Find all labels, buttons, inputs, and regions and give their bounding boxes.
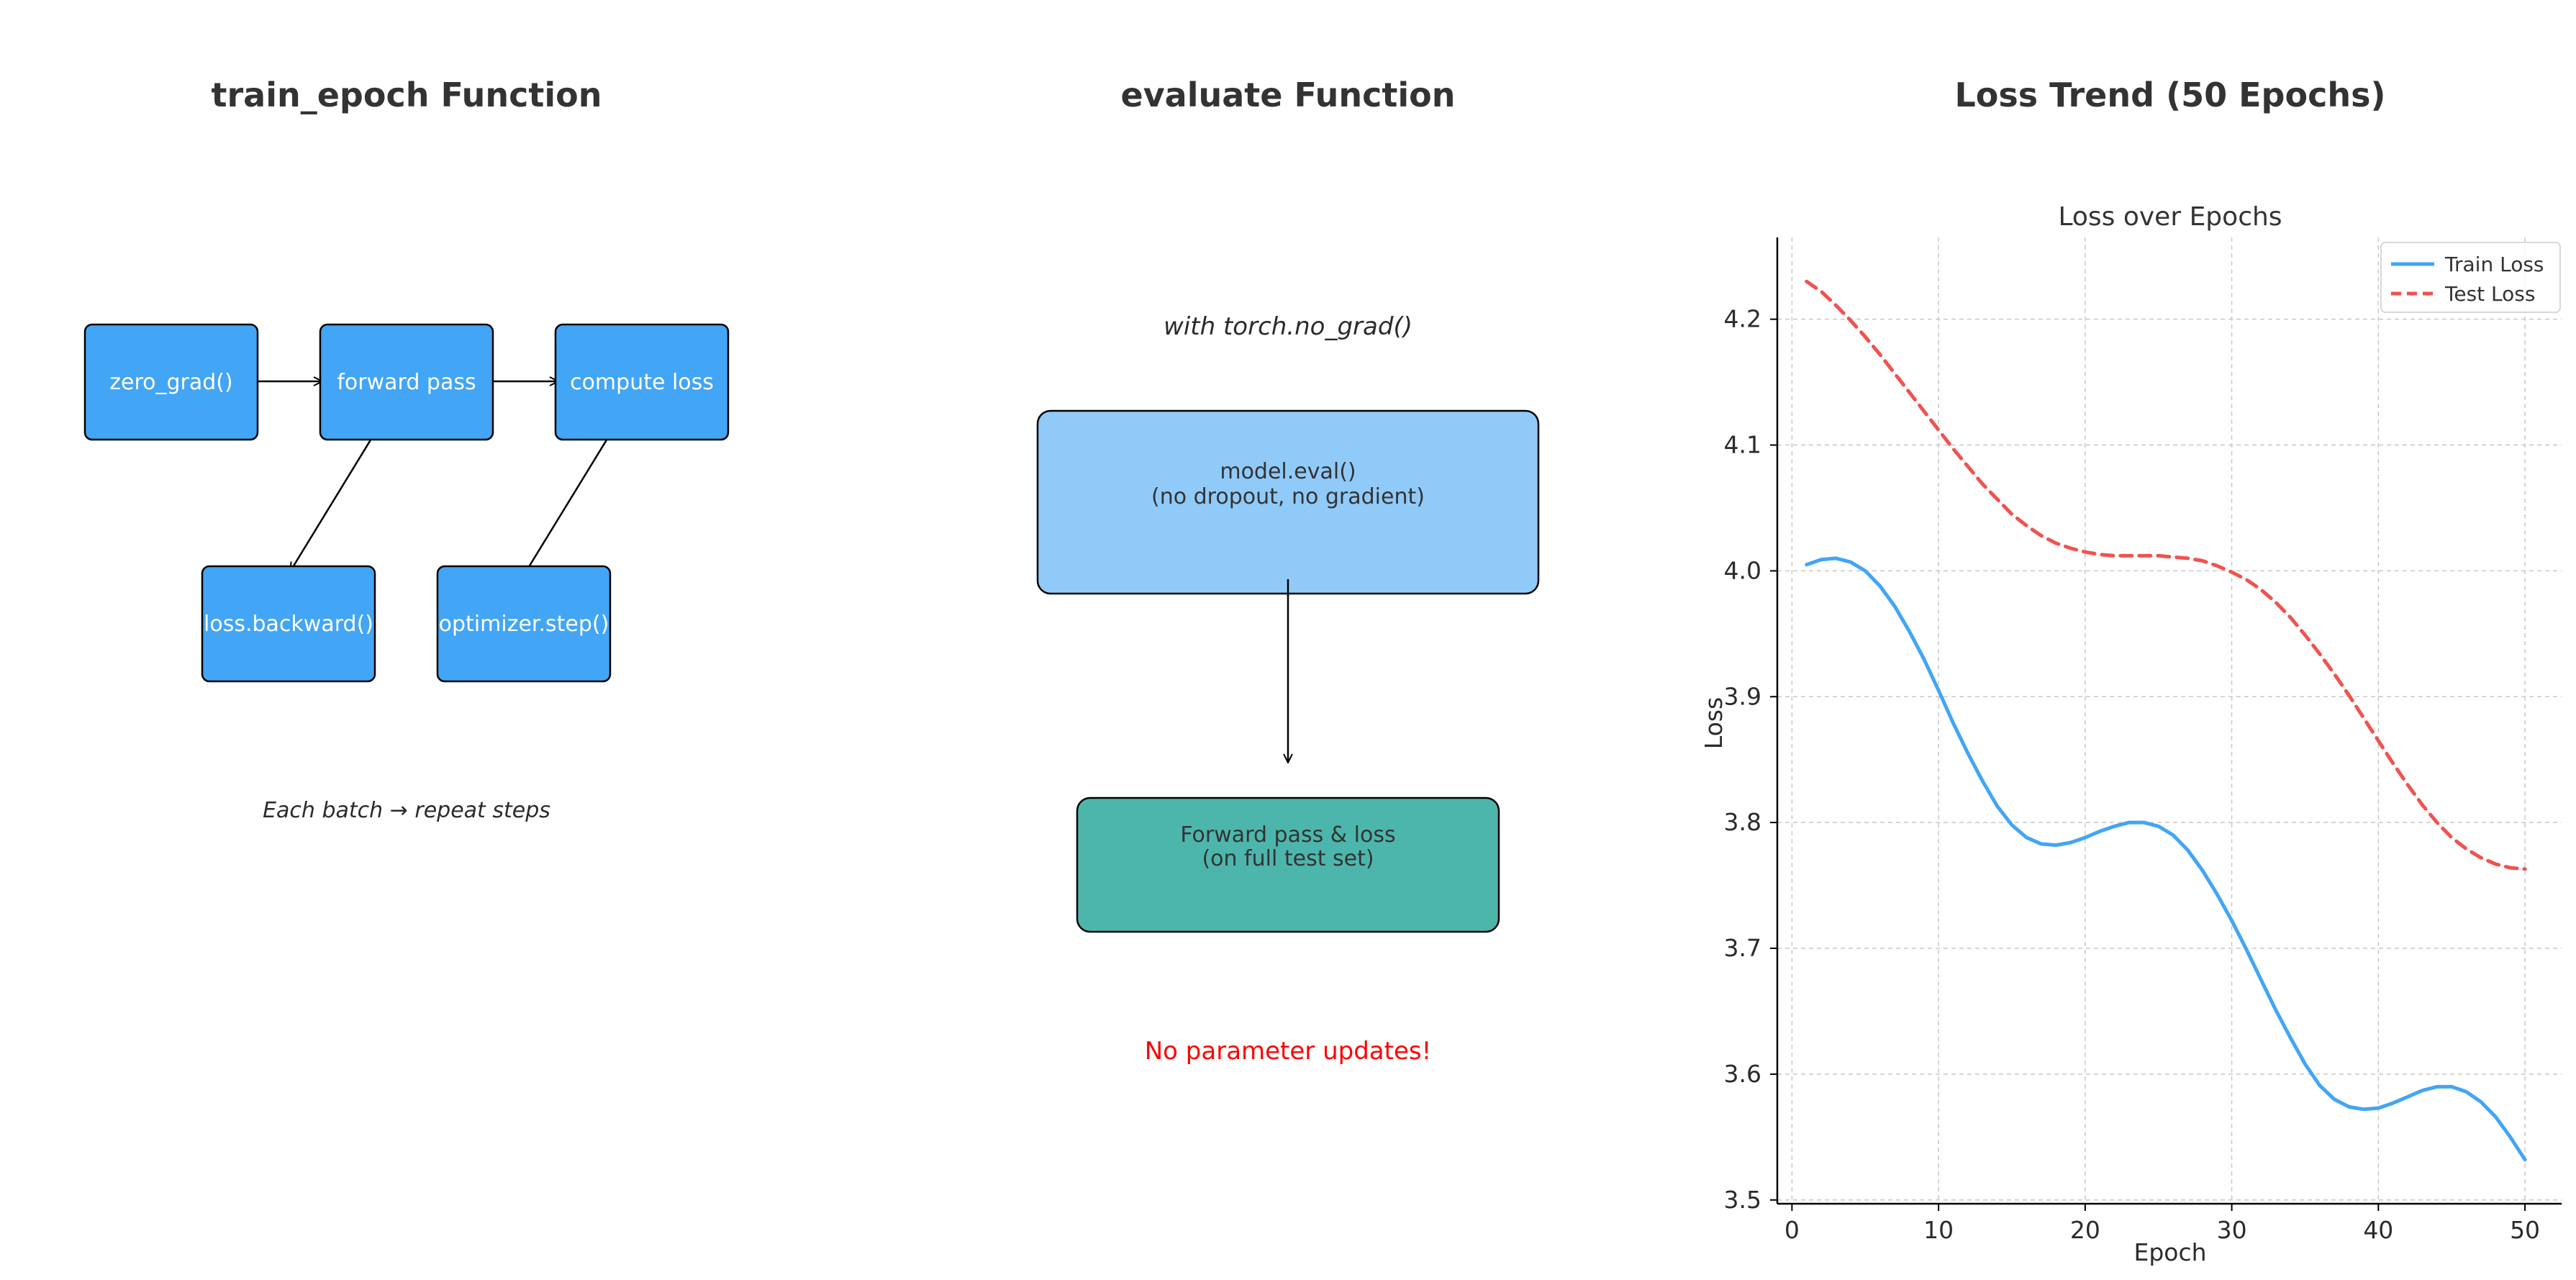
- train-epoch-panel: train_epoch Function zero_grad() forward…: [83, 76, 730, 823]
- y-tick-label: 3.8: [1724, 808, 1761, 836]
- model-eval-line1: model.eval(): [1220, 459, 1356, 484]
- y-axis-label: Loss: [1700, 697, 1728, 749]
- chart-axes: [1776, 237, 2562, 1205]
- forward-pass-box: [319, 323, 494, 441]
- forward-loss-line1: Forward pass & loss: [1180, 822, 1395, 848]
- train-loss-line: [1805, 556, 2527, 1162]
- x-tick-label: 40: [2363, 1216, 2393, 1244]
- chart-legend: Train Loss Test Loss: [2380, 242, 2561, 313]
- legend-test-label: Test Loss: [2444, 282, 2535, 306]
- no-grad-context: with torch.no_grad(): [1164, 312, 1412, 341]
- optimizer-step-box: [436, 565, 612, 683]
- y-tick-label: 4.1: [1724, 431, 1761, 459]
- evaluate-title: evaluate Function: [1121, 76, 1456, 114]
- backward-label: loss.backward(): [204, 612, 373, 637]
- zero-grad-label: zero_grad(): [109, 370, 232, 395]
- test-loss-line: [1805, 279, 2527, 871]
- chart-grid: [1777, 237, 2562, 1204]
- y-tick-label: 3.6: [1724, 1060, 1761, 1088]
- forward-pass-step: forward pass: [319, 323, 494, 441]
- x-tick-label: 0: [1784, 1216, 1800, 1244]
- optimizer-step-label: optimizer.step(): [439, 612, 609, 637]
- x-tick-label: 50: [2510, 1216, 2540, 1244]
- y-tick-label: 4.2: [1724, 305, 1761, 333]
- x-tick-label: 10: [1923, 1216, 1954, 1244]
- backward-step: loss.backward(): [201, 565, 376, 683]
- forward-loss-box: [1076, 796, 1500, 933]
- loss-trend-title: Loss Trend (50 Epochs): [1954, 76, 2385, 114]
- x-axis-label: Epoch: [2133, 1238, 2206, 1266]
- train-epoch-title: train_epoch Function: [212, 76, 602, 114]
- y-tick-label: 3.5: [1724, 1186, 1761, 1214]
- chart-series: [1805, 279, 2527, 1162]
- compute-loss-box: [554, 323, 730, 441]
- chart-title: Loss over Epochs: [2058, 202, 2282, 232]
- zero-grad-box: [83, 323, 259, 441]
- no-updates-warning: No parameter updates!: [1145, 1037, 1432, 1066]
- y-tick-label: 3.7: [1724, 934, 1761, 962]
- evaluate-panel: evaluate Function with torch.no_grad() m…: [1036, 76, 1540, 1066]
- batch-repeat-note: Each batch → repeat steps: [263, 798, 550, 823]
- forward-loss-step: Forward pass & loss (on full test set): [1076, 796, 1500, 933]
- forward-loss-line2: (on full test set): [1202, 846, 1374, 871]
- y-tick-label: 4.0: [1724, 556, 1761, 584]
- model-eval-step: model.eval() (no dropout, no gradient): [1036, 409, 1540, 595]
- zero-grad-step: zero_grad(): [83, 323, 259, 441]
- x-tick-label: 30: [2217, 1216, 2247, 1244]
- loss-trend-panel: Loss Trend (50 Epochs) Loss over Epochs …: [1700, 76, 2562, 1266]
- model-eval-line2: (no dropout, no gradient): [1151, 484, 1425, 509]
- optimizer-step: optimizer.step(): [436, 565, 612, 683]
- y-tick-label: 3.9: [1724, 682, 1761, 710]
- chart-ticks: 0 10 20 30 40 50 3.5 3.6 3.7 3.8 3.9 4.0 4.1 4.2: [1724, 305, 2541, 1244]
- compute-loss-label: compute loss: [570, 370, 714, 395]
- legend-train-label: Train Loss: [2444, 253, 2544, 276]
- compute-loss-step: compute loss: [554, 323, 730, 441]
- x-tick-label: 20: [2070, 1216, 2100, 1244]
- forward-pass-label: forward pass: [337, 370, 476, 395]
- backward-box: [201, 565, 376, 683]
